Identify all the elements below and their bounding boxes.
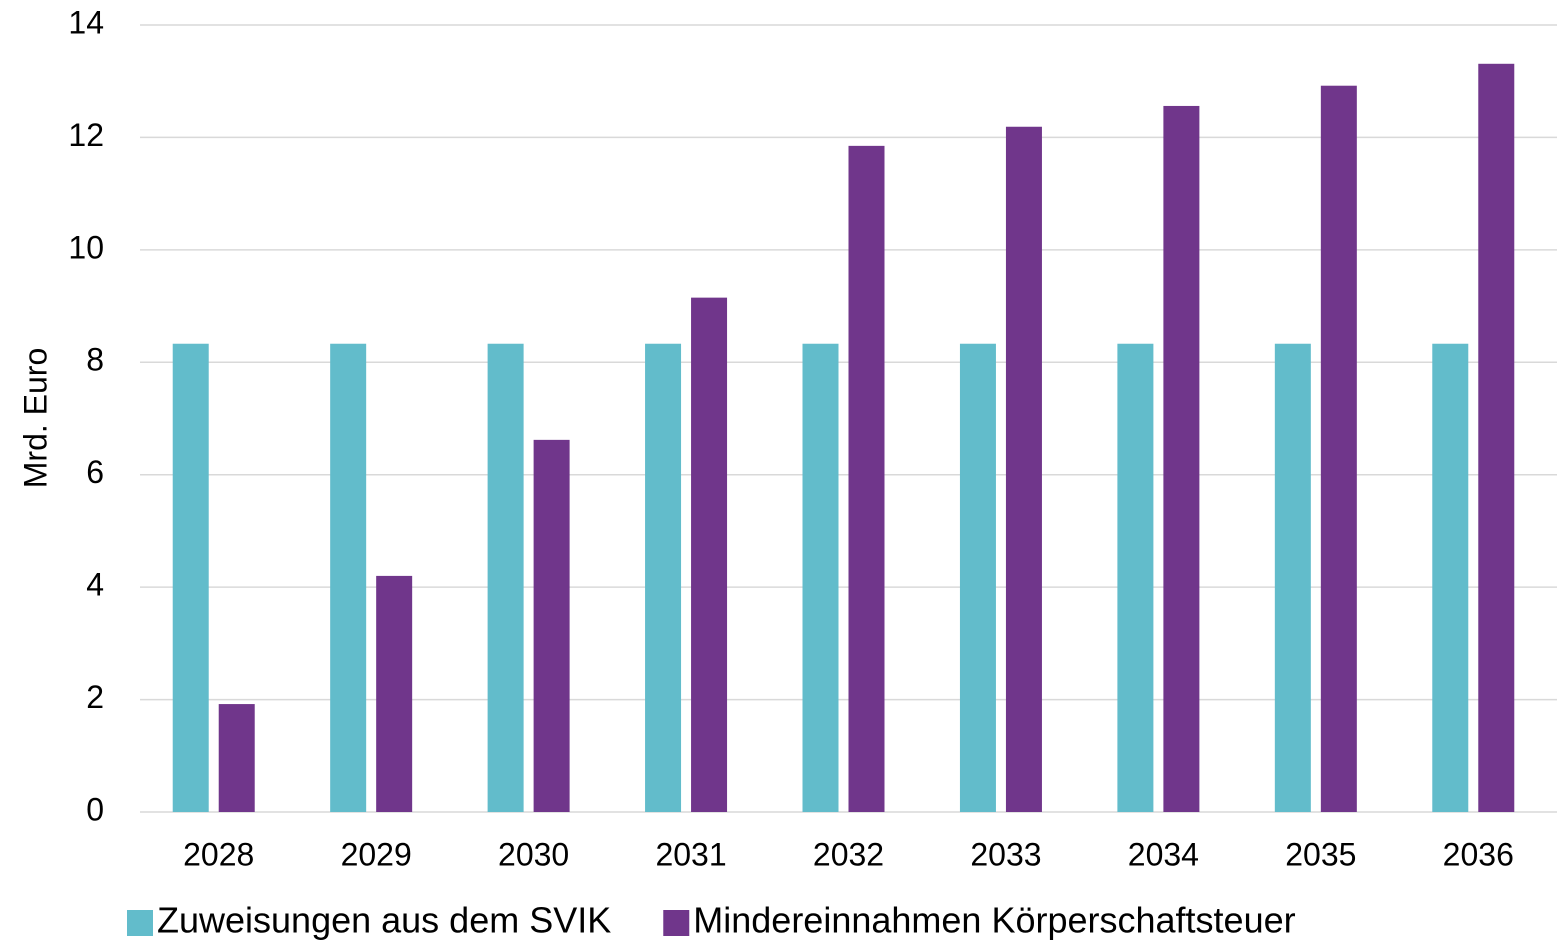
y-tick-label: 12 bbox=[68, 117, 104, 153]
y-tick-label: 14 bbox=[68, 4, 104, 40]
bar bbox=[218, 704, 255, 812]
bar bbox=[1478, 63, 1515, 813]
bar bbox=[1432, 343, 1469, 812]
bar bbox=[172, 343, 209, 812]
y-tick-label: 8 bbox=[86, 342, 104, 378]
bar bbox=[1274, 343, 1311, 812]
y-axis-label: Mrd. Euro bbox=[17, 348, 53, 488]
bar bbox=[1005, 126, 1042, 812]
bar bbox=[691, 297, 728, 812]
bar bbox=[533, 439, 570, 812]
x-tick-label: 2033 bbox=[970, 836, 1041, 872]
x-tick-label: 2028 bbox=[183, 836, 254, 872]
x-tick-label: 2031 bbox=[655, 836, 726, 872]
x-tick-label: 2036 bbox=[1443, 836, 1514, 872]
x-tick-label: 2034 bbox=[1128, 836, 1199, 872]
bar bbox=[959, 343, 996, 812]
x-tick-label: 2032 bbox=[813, 836, 884, 872]
bar bbox=[1163, 105, 1200, 813]
x-tick-label: 2030 bbox=[498, 836, 569, 872]
y-tick-label: 6 bbox=[86, 454, 104, 490]
legend-swatch bbox=[663, 910, 690, 936]
bar bbox=[645, 343, 682, 812]
x-tick-label: 2029 bbox=[341, 836, 412, 872]
y-tick-label: 10 bbox=[68, 229, 104, 265]
legend-label: Mindereinnahmen Körperschaftsteuer bbox=[693, 900, 1295, 941]
bar bbox=[802, 343, 839, 812]
y-tick-label: 0 bbox=[86, 791, 104, 827]
bar bbox=[330, 343, 367, 812]
legend-label: Zuweisungen aus dem SVIK bbox=[157, 900, 611, 941]
bar bbox=[848, 145, 885, 812]
bar bbox=[1320, 85, 1357, 812]
bar bbox=[1117, 343, 1154, 812]
legend-swatch bbox=[127, 910, 153, 936]
bar bbox=[376, 575, 413, 812]
y-tick-label: 4 bbox=[86, 567, 104, 603]
x-tick-label: 2035 bbox=[1285, 836, 1356, 872]
bar bbox=[487, 343, 524, 812]
y-tick-label: 2 bbox=[86, 679, 104, 715]
